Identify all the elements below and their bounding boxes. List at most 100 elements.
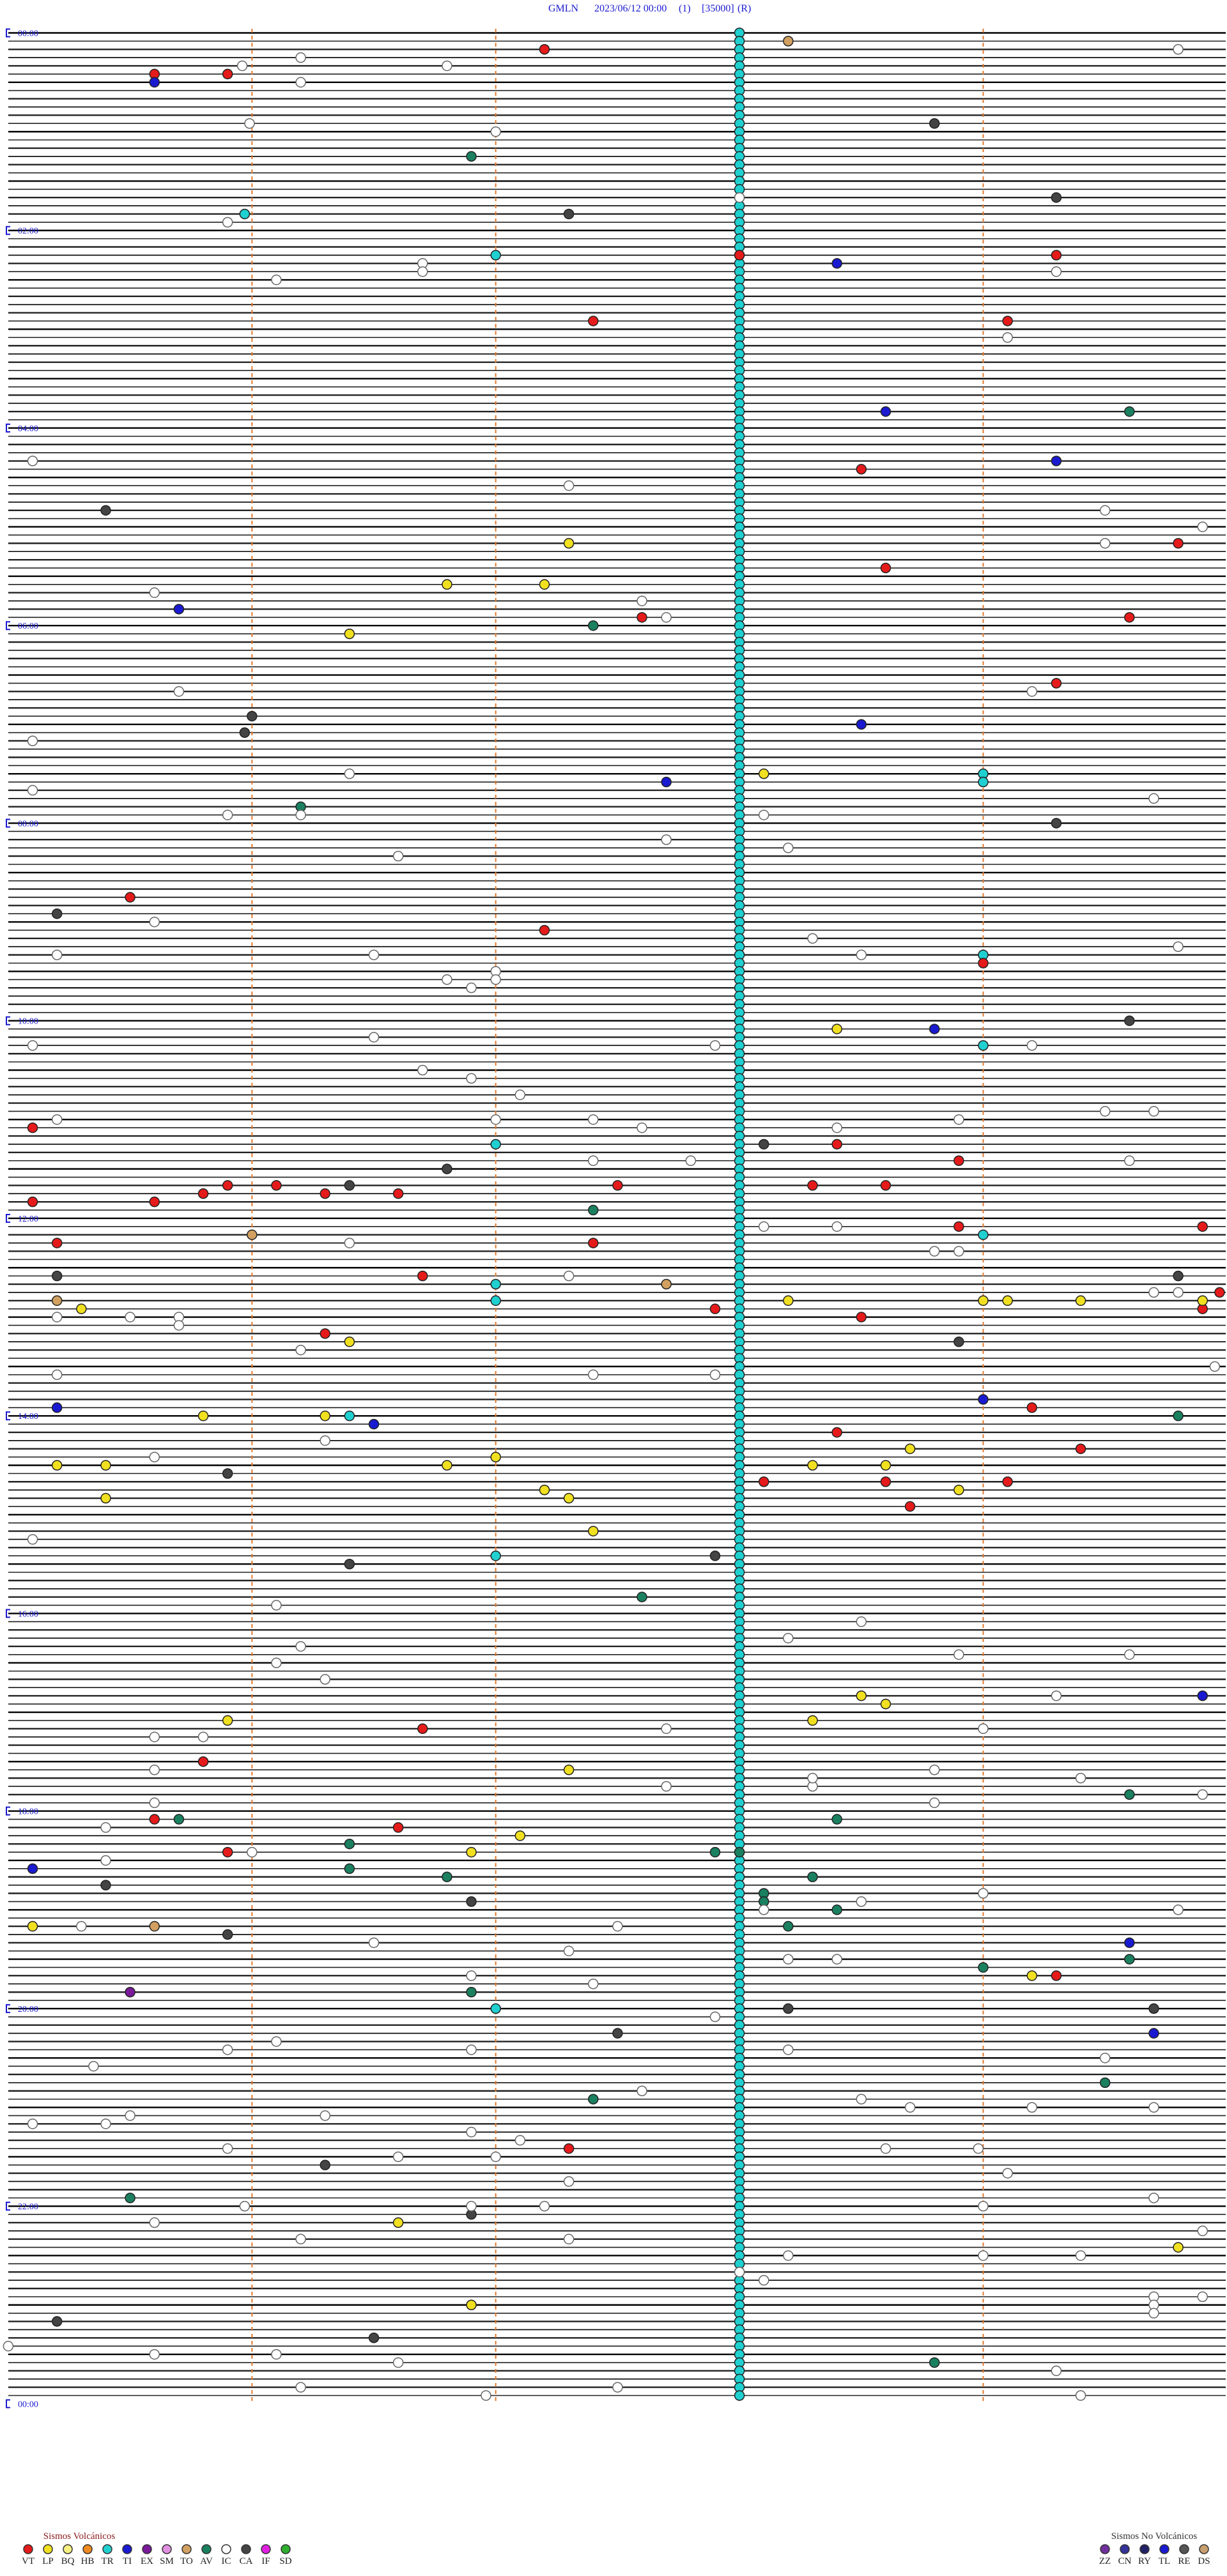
event-marker xyxy=(271,2349,282,2360)
legend-label: TL xyxy=(1159,2556,1170,2566)
event-marker xyxy=(392,2151,404,2163)
event-marker xyxy=(295,809,306,820)
event-marker xyxy=(76,1303,87,1314)
event-marker xyxy=(1148,2102,1159,2113)
event-marker xyxy=(1051,1970,1062,1981)
event-marker xyxy=(807,1772,818,1784)
event-marker xyxy=(417,266,428,277)
event-marker xyxy=(978,1040,989,1051)
events xyxy=(3,27,1225,2401)
time-label: 00:00 xyxy=(18,2400,38,2409)
event-marker xyxy=(1173,44,1184,55)
event-marker xyxy=(344,768,355,779)
event-marker xyxy=(1148,793,1159,804)
event-marker xyxy=(320,1435,330,1446)
event-marker xyxy=(490,1452,501,1462)
event-marker xyxy=(831,1122,842,1133)
legend-label: TI xyxy=(123,2556,132,2566)
event-marker xyxy=(831,1138,842,1150)
event-marker xyxy=(466,2299,477,2311)
event-marker xyxy=(1148,1287,1159,1298)
event-marker xyxy=(417,1270,428,1282)
legend-swatch xyxy=(122,2544,132,2554)
event-marker xyxy=(490,1278,501,1290)
event-marker xyxy=(588,1978,599,1989)
event-marker xyxy=(1124,612,1135,623)
event-marker xyxy=(929,1764,940,1775)
event-marker xyxy=(539,2200,550,2212)
event-marker xyxy=(1173,1287,1184,1298)
event-marker xyxy=(661,612,672,623)
event-marker xyxy=(51,1369,63,1381)
event-marker xyxy=(783,2044,794,2055)
event-marker xyxy=(88,2060,99,2072)
event-marker xyxy=(173,604,185,615)
legend-label: IC xyxy=(222,2556,231,2566)
event-marker xyxy=(978,1295,989,1307)
event-marker xyxy=(442,579,452,590)
event-marker xyxy=(344,1238,355,1248)
event-marker xyxy=(709,1369,721,1381)
legend-swatch xyxy=(82,2544,93,2554)
event-marker xyxy=(953,1336,964,1347)
event-marker xyxy=(1197,1789,1208,1800)
event-marker xyxy=(1197,1295,1208,1307)
event-marker xyxy=(149,1920,160,1932)
event-marker xyxy=(466,1970,477,1981)
event-marker xyxy=(563,1764,575,1775)
event-marker xyxy=(563,1270,575,1282)
event-marker xyxy=(466,1896,477,1907)
event-marker xyxy=(1026,686,1038,697)
event-marker xyxy=(856,719,867,730)
event-marker xyxy=(1214,1287,1225,1298)
event-marker xyxy=(27,1534,38,1545)
event-marker xyxy=(1124,406,1135,417)
event-marker xyxy=(222,1180,233,1191)
event-marker xyxy=(539,579,550,590)
event-marker xyxy=(807,1460,818,1471)
event-marker xyxy=(392,1822,404,1833)
event-marker xyxy=(1197,521,1208,532)
legend-label: TO xyxy=(180,2556,193,2566)
event-marker xyxy=(320,1328,330,1339)
event-marker xyxy=(880,1180,891,1191)
event-marker xyxy=(1026,1040,1038,1051)
event-marker xyxy=(490,1114,501,1125)
event-marker xyxy=(539,924,550,936)
event-marker xyxy=(1002,316,1013,326)
event-marker xyxy=(442,1163,452,1174)
event-marker xyxy=(100,2119,111,2129)
hour-bracket xyxy=(6,1411,10,1421)
legend-label: EX xyxy=(141,2556,153,2566)
legend-swatch xyxy=(162,2544,172,2554)
event-marker xyxy=(173,1814,185,1825)
event-marker xyxy=(856,1616,867,1627)
event-marker xyxy=(27,1040,38,1051)
event-marker xyxy=(490,974,501,985)
event-marker xyxy=(466,982,477,993)
event-marker xyxy=(783,842,794,854)
event-marker xyxy=(1124,1155,1135,1166)
event-marker xyxy=(173,1320,185,1331)
event-marker xyxy=(661,834,672,845)
event-marker xyxy=(442,60,452,72)
time-label: 08:00 xyxy=(18,819,38,829)
event-marker xyxy=(1173,538,1184,549)
event-marker xyxy=(490,2003,501,2014)
event-marker xyxy=(856,464,867,475)
event-marker xyxy=(953,1155,964,1166)
event-marker xyxy=(51,2316,63,2327)
event-marker xyxy=(490,126,501,137)
event-marker xyxy=(588,316,599,326)
event-marker xyxy=(612,1920,623,1932)
legend-label: CN xyxy=(1118,2556,1132,2566)
event-marker xyxy=(856,1896,867,1907)
event-marker xyxy=(149,1196,160,1208)
event-marker xyxy=(807,1180,818,1191)
event-marker xyxy=(588,1238,599,1248)
legend-swatch xyxy=(1120,2544,1130,2554)
event-marker xyxy=(734,2390,745,2401)
event-marker xyxy=(222,68,233,80)
event-marker xyxy=(466,2044,477,2055)
event-marker xyxy=(661,1278,672,1290)
